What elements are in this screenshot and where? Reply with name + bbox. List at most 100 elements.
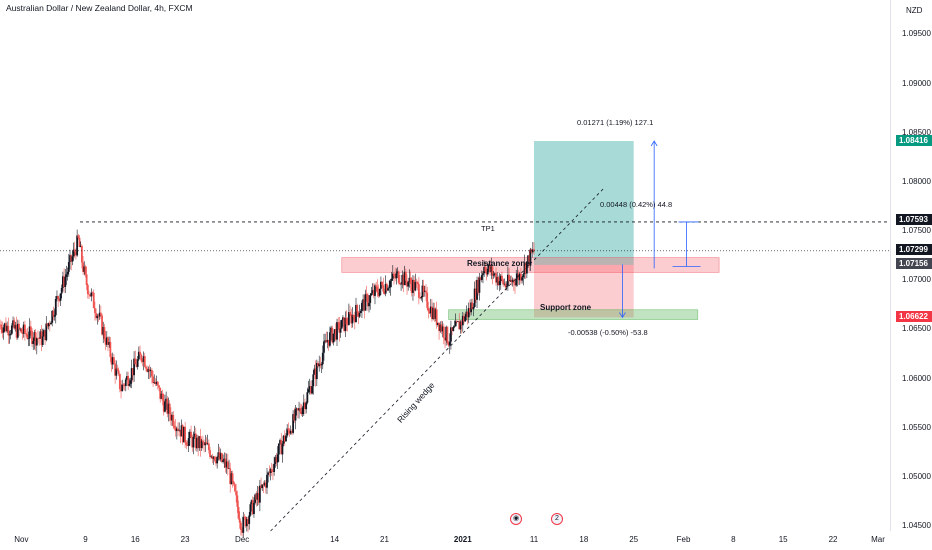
candle-body bbox=[1, 329, 4, 333]
candle-body bbox=[59, 293, 62, 301]
price-tick-label: 1.09000 bbox=[902, 78, 931, 88]
candle-body bbox=[469, 308, 471, 313]
candle-body bbox=[113, 357, 115, 364]
candle-body bbox=[142, 356, 145, 362]
candle-body bbox=[334, 329, 337, 340]
price-axis-border bbox=[890, 0, 891, 531]
candle-body bbox=[402, 274, 405, 286]
candle-body bbox=[294, 409, 297, 421]
candle-body bbox=[286, 428, 289, 436]
candle-body bbox=[512, 279, 515, 284]
candle-body bbox=[353, 317, 356, 323]
candle-body bbox=[446, 326, 449, 343]
candle-body bbox=[302, 402, 305, 408]
candle-body bbox=[95, 313, 98, 319]
candle-body bbox=[2, 327, 5, 333]
support-zone[interactable] bbox=[448, 309, 699, 320]
candle-body bbox=[399, 282, 401, 285]
candle-body bbox=[47, 323, 50, 327]
candle-body bbox=[343, 317, 346, 331]
time-tick-label: 14 bbox=[330, 535, 340, 544]
candle-body bbox=[155, 381, 158, 385]
candle-body bbox=[147, 369, 150, 372]
candle-body bbox=[145, 366, 147, 369]
candle-body bbox=[520, 273, 522, 281]
candle-body bbox=[94, 308, 96, 314]
candle-body bbox=[96, 315, 99, 319]
candle-body bbox=[72, 249, 75, 257]
candle-body bbox=[391, 273, 394, 279]
candle-body bbox=[442, 326, 445, 338]
candle-body bbox=[186, 444, 189, 446]
candle-body bbox=[270, 469, 273, 472]
candle-body bbox=[345, 318, 348, 325]
candle-body bbox=[216, 457, 219, 464]
candle-body bbox=[293, 414, 296, 421]
candle-body bbox=[41, 336, 44, 345]
news-event-group-icon[interactable]: 2 bbox=[551, 513, 563, 525]
candle-body bbox=[180, 425, 183, 437]
candle-body bbox=[509, 280, 512, 282]
time-tick-label: Nov bbox=[14, 535, 29, 544]
candle-body bbox=[209, 450, 211, 457]
candle-body bbox=[384, 283, 387, 294]
profit-zone[interactable] bbox=[534, 141, 634, 265]
candle-body bbox=[347, 312, 350, 325]
candle-body bbox=[518, 273, 521, 281]
candle-body bbox=[57, 296, 60, 300]
candle-body bbox=[65, 274, 68, 277]
candle-body bbox=[423, 290, 426, 292]
candle-body bbox=[455, 321, 458, 322]
candle-body bbox=[471, 302, 474, 310]
candle-body bbox=[44, 330, 46, 341]
candle-body bbox=[10, 325, 13, 334]
candle-body bbox=[116, 368, 119, 371]
candle-body bbox=[204, 442, 207, 446]
candle-body bbox=[466, 311, 469, 318]
time-tick-label: 2021 bbox=[453, 535, 472, 544]
candle-body bbox=[506, 274, 509, 287]
candle-body bbox=[495, 273, 497, 283]
candle-body bbox=[197, 437, 200, 449]
candle-body bbox=[282, 435, 285, 444]
candle-body bbox=[508, 274, 510, 282]
candle-body bbox=[460, 321, 463, 326]
candle-body bbox=[361, 302, 363, 311]
candle-body bbox=[56, 296, 58, 299]
candle-body bbox=[244, 517, 247, 527]
target-measure-arrow bbox=[650, 140, 658, 147]
candle-body bbox=[452, 327, 455, 331]
candle-body bbox=[123, 385, 126, 387]
candle-body bbox=[339, 328, 342, 333]
candle-body bbox=[448, 341, 451, 346]
candle-body bbox=[250, 500, 253, 505]
news-event-icon[interactable]: ◉ bbox=[510, 513, 522, 525]
candle-body bbox=[310, 386, 312, 394]
rising-wedge-line[interactable] bbox=[270, 186, 606, 532]
loss-zone[interactable] bbox=[534, 264, 634, 318]
candle-body bbox=[312, 374, 315, 387]
candle-body bbox=[229, 468, 232, 485]
candle-body bbox=[326, 339, 329, 343]
candle-body bbox=[228, 468, 230, 469]
candle-body bbox=[344, 318, 347, 331]
candle-body bbox=[307, 389, 310, 393]
candle-body bbox=[107, 337, 109, 345]
candle-body bbox=[420, 297, 423, 299]
candle-body bbox=[127, 376, 130, 386]
candle-body bbox=[224, 458, 227, 468]
candle-body bbox=[37, 338, 39, 339]
candle-body bbox=[121, 384, 124, 392]
candle-body bbox=[161, 393, 164, 401]
candle-body bbox=[504, 283, 507, 288]
candle-body bbox=[275, 457, 278, 463]
candle-body bbox=[501, 275, 503, 280]
candle-body bbox=[33, 332, 36, 342]
candle-body bbox=[352, 315, 355, 318]
candle-body bbox=[359, 310, 362, 314]
candle-body bbox=[256, 493, 259, 500]
candle-body bbox=[263, 482, 266, 486]
candle-body bbox=[383, 291, 386, 294]
candle-body bbox=[371, 290, 374, 294]
